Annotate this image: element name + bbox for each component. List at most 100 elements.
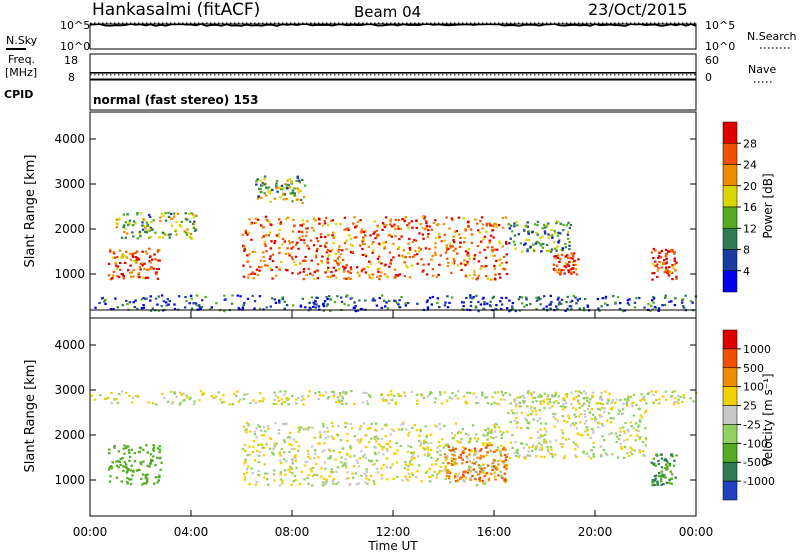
scatter-cell [515,405,518,408]
scatter-cell [652,247,655,251]
scatter-cell [395,461,399,464]
scatter-cell [444,301,447,304]
scatter-cell [500,262,504,265]
scatter-cell [670,300,673,303]
scatter-cell [329,455,332,458]
scatter-cell [242,303,245,307]
scatter-cell [343,303,346,306]
scatter-cell [360,228,364,231]
scatter-cell [404,461,407,464]
scatter-cell [135,258,138,261]
scatter-cell [343,216,347,219]
scatter-cell [123,224,126,227]
scatter-cell [262,397,265,400]
scatter-cell [669,248,673,252]
scatter-cell [255,427,258,430]
scatter-cell [313,457,316,460]
scatter-cell [542,307,545,310]
scatter-cell [178,295,181,298]
scatter-cell [128,451,131,454]
scatter-cell [161,392,164,395]
scatter-cell [652,457,655,460]
scatter-cell [464,250,468,253]
scatter-cell [290,256,294,259]
scatter-cell [263,463,266,466]
scatter-cell [574,448,577,451]
scatter-cell [331,234,334,237]
scatter-cell [493,391,497,394]
scatter-cell [415,393,419,396]
scatter-cell [349,447,353,450]
scatter-cell [572,406,575,409]
scatter-cell [639,436,642,439]
scatter-cell [657,309,660,312]
scatter-cell [570,299,574,302]
scatter-cell [292,304,295,307]
scatter-cell [254,221,258,224]
scatter-cell [119,463,122,466]
scatter-cell [249,430,252,433]
scatter-cell [664,398,668,401]
scatter-cell [560,298,564,301]
scatter-cell [502,267,505,270]
noise-panel: N.Sky 10^5 10^0 10^5 10^0 N.Search [6,19,797,53]
station-title: Hankasalmi (fitACF) [92,0,260,20]
scatter-cell [158,475,161,479]
freq-panel: Freq. [MHz] 18 8 60 0 Nave [5,53,776,84]
scatter-cell [359,244,362,247]
scatter-cell [568,260,571,263]
scatter-cell [294,456,297,460]
scatter-cell [484,428,487,432]
scatter-cell [278,267,282,270]
scatter-cell [463,236,467,240]
colorbar-cell [722,164,738,186]
scatter-cell [561,398,564,401]
scatter-cell [281,296,285,299]
scatter-cell [435,425,438,428]
scatter-cell [496,391,500,394]
scatter-cell [494,422,497,425]
scatter-cell [301,178,304,181]
scatter-cell [243,475,247,478]
colorbar-cell [722,185,738,208]
scatter-cell [656,480,659,483]
scatter-cell [135,261,138,264]
scatter-cell [313,277,316,280]
scatter-cell [553,425,556,428]
scatter-cell [654,464,657,467]
scatter-cell [483,248,486,251]
scatter-cell [279,478,283,481]
scatter-cell [288,186,291,189]
scatter-cell [327,457,330,460]
scatter-cell [157,479,160,482]
scatter-cell [297,449,300,452]
scatter-cell [300,224,303,227]
scatter-cell [487,427,490,430]
scatter-cell [188,398,192,401]
scatter-cell [454,422,458,425]
scatter-cell [549,401,552,404]
scatter-cell [428,296,432,299]
scatter-cell [437,233,441,236]
scatter-cell [418,232,421,235]
scatter-cell [475,484,479,487]
scatter-cell [132,220,136,223]
scatter-cell [246,393,249,396]
scatter-cell [173,307,177,311]
scatter-cell [307,247,311,250]
scatter-cell [428,453,431,456]
scatter-cell [555,255,558,258]
scatter-cell [499,308,503,311]
scatter-cell [285,304,289,307]
scatter-cell [370,459,374,463]
scatter-cell [404,428,408,431]
scatter-cell [515,449,518,452]
scatter-cell [554,232,557,235]
scatter-cell [388,440,392,443]
scatter-cell [140,477,143,480]
scatter-cell [265,250,268,253]
scatter-cell [610,402,613,405]
scatter-cell [313,217,316,220]
scatter-cell [665,252,668,256]
scatter-cell [311,426,314,429]
